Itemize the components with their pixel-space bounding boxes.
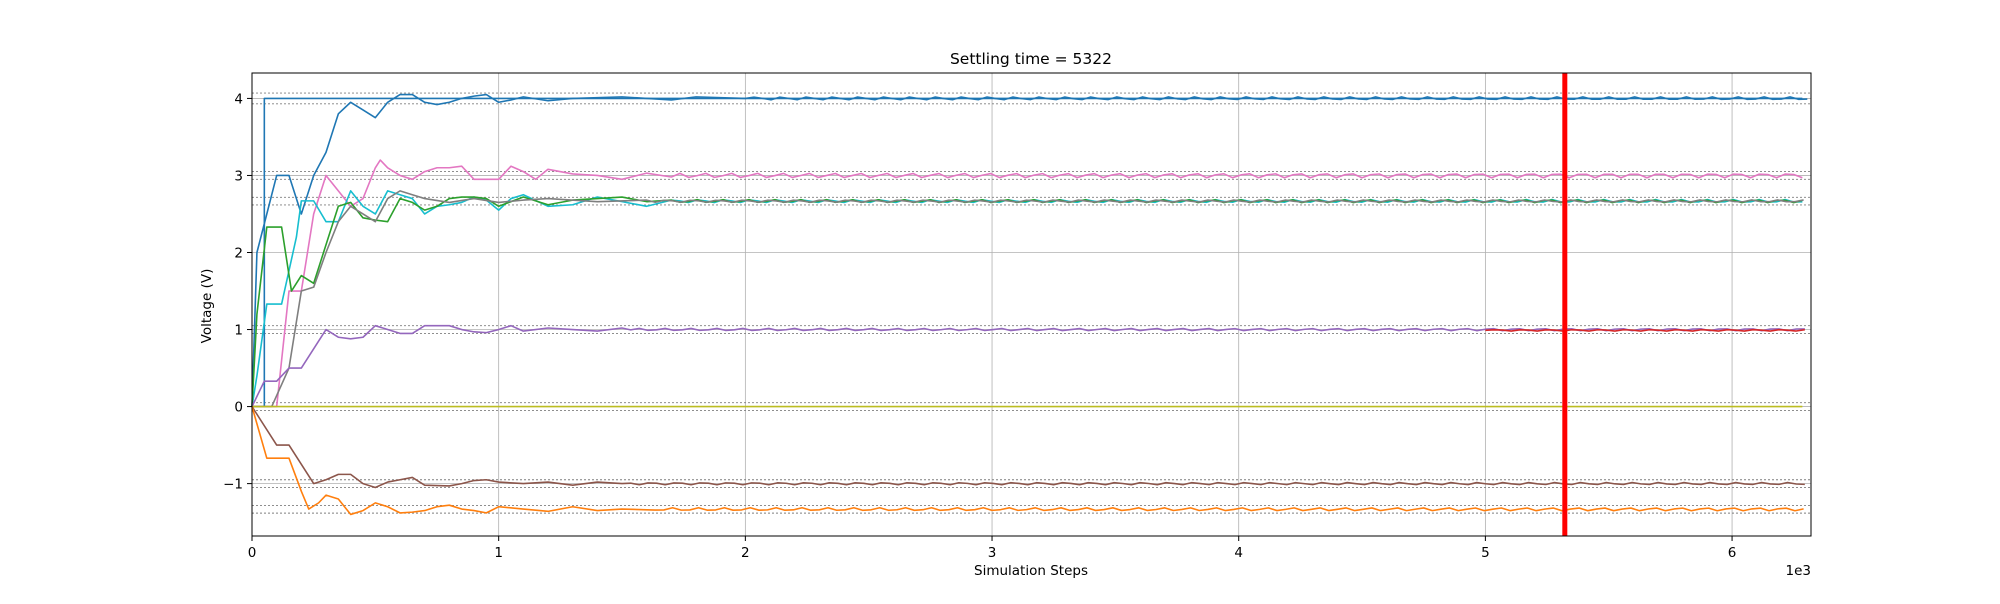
plot-frame — [251, 72, 1812, 537]
series-line-6 — [251, 324, 1805, 407]
series-line-4 — [251, 196, 1803, 407]
y-tick-label-5: 4 — [234, 91, 243, 107]
y-tick-label-0: −1 — [223, 477, 243, 493]
series-line-1 — [251, 93, 1808, 407]
x-tick-label-5: 5 — [1481, 545, 1490, 561]
x-axis-label: Simulation Steps — [974, 563, 1088, 579]
series-line-10 — [251, 406, 1804, 516]
series-line-5 — [252, 190, 1804, 408]
series-line-7 — [1485, 328, 1805, 332]
y-tick-label-1: 0 — [234, 400, 243, 416]
x-multiplier-label: 1e3 — [1786, 563, 1811, 579]
x-tick-label-1: 1 — [494, 545, 503, 561]
x-tick-label-0: 0 — [248, 545, 257, 561]
x-tick-label-3: 3 — [988, 545, 997, 561]
series-line-3 — [251, 190, 1803, 407]
y-tick-label-4: 3 — [234, 168, 243, 184]
series-line-9 — [251, 406, 1805, 489]
x-tick-label-2: 2 — [741, 545, 750, 561]
x-tick-label-4: 4 — [1234, 545, 1243, 561]
y-tick-label-2: 1 — [234, 323, 243, 339]
chart-title: Settling time = 5322 — [950, 50, 1112, 68]
series-line-2 — [252, 159, 1803, 408]
x-tick-label-6: 6 — [1728, 545, 1737, 561]
y-tick-label-3: 2 — [234, 245, 243, 261]
y-axis-label: Voltage (V) — [199, 269, 215, 344]
